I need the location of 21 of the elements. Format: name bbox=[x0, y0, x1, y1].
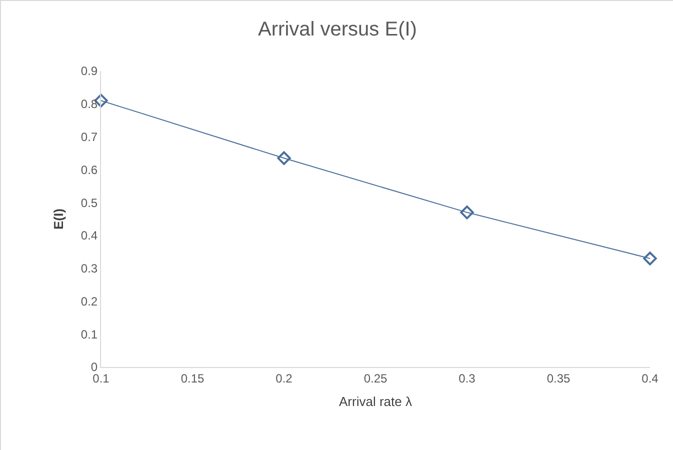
y-tick-label: 0.1 bbox=[80, 327, 98, 342]
y-tick-label: 0.4 bbox=[80, 228, 98, 243]
y-tick-label: 0.8 bbox=[80, 97, 98, 112]
x-tick-label: 0.3 bbox=[458, 371, 476, 386]
point bbox=[277, 151, 291, 166]
chart-title: Arrival versus E(I) bbox=[258, 18, 417, 40]
y-tick-label: 0.9 bbox=[80, 64, 98, 78]
x-tick-label: 0.35 bbox=[546, 371, 570, 386]
point bbox=[460, 206, 474, 220]
x-tick-label: 0.25 bbox=[364, 371, 388, 386]
y-tick-label: 0.6 bbox=[80, 162, 98, 177]
y-tick-label: 0.3 bbox=[80, 262, 98, 276]
x-tick-label: 0.4 bbox=[642, 371, 659, 386]
y-axis-title: E(I) bbox=[50, 208, 66, 230]
y-tick-label: 0.2 bbox=[80, 294, 98, 308]
y-tick-label: 0.5 bbox=[80, 196, 98, 210]
x-axis-title: Arrival rate λ bbox=[339, 394, 412, 409]
x-tick-label: 0.15 bbox=[180, 371, 204, 386]
y-tick-label: 0.7 bbox=[80, 130, 98, 144]
x-tick-label: 0.2 bbox=[276, 371, 293, 386]
point bbox=[643, 252, 657, 266]
